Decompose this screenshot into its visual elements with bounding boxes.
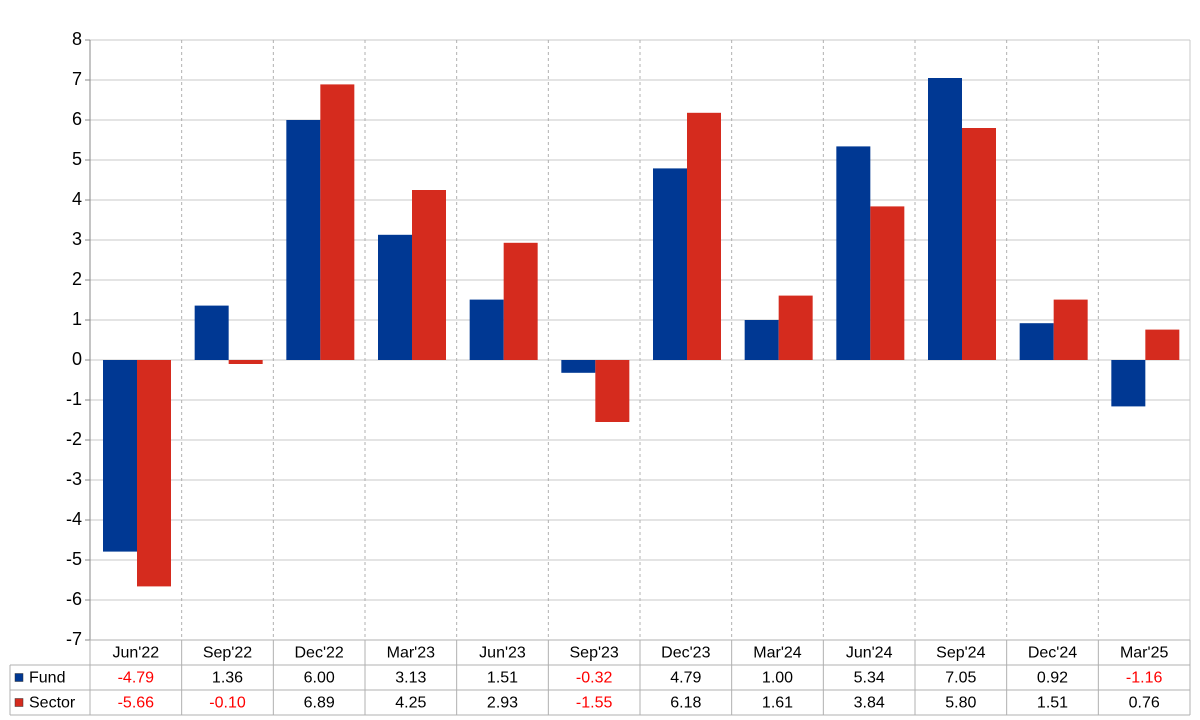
bar [687,112,721,360]
value-label: -4.79 [118,670,155,687]
bar [503,242,538,360]
value-label: 0.92 [1037,670,1068,687]
x-tick-label: Jun'23 [479,645,526,662]
value-label: 1.61 [762,695,793,712]
value-label: 7.05 [945,670,976,687]
value-label: 6.00 [304,670,335,687]
y-tick-label: -7 [66,629,82,649]
legend-label: Sector [29,695,76,712]
bar [378,234,412,360]
bar [1145,329,1180,360]
value-label: 1.00 [762,670,793,687]
value-label: 3.13 [395,670,426,687]
bar [469,299,504,360]
bar [286,120,321,360]
value-label: -1.55 [576,695,613,712]
bar [836,146,871,360]
bar [137,360,171,587]
y-tick-label: -1 [66,389,82,409]
value-label: 4.25 [395,695,426,712]
bar [103,360,137,552]
x-tick-label: Sep'24 [936,645,985,662]
y-tick-label: 4 [72,189,82,209]
bar [320,84,355,361]
bar [928,78,962,360]
x-tick-label: Mar'25 [1120,645,1169,662]
x-tick-label: Dec'22 [295,645,344,662]
bar [653,168,687,360]
legend-swatch [14,673,24,682]
x-tick-label: Sep'23 [570,645,619,662]
x-tick-label: Sep'22 [203,645,252,662]
y-tick-label: -5 [66,549,82,569]
value-label: 6.89 [304,695,335,712]
value-label: 5.34 [854,670,885,687]
bar [870,206,905,360]
value-label: 0.76 [1129,695,1160,712]
x-tick-label: Dec'24 [1028,645,1077,662]
legend-label: Fund [29,670,65,687]
x-tick-label: Jun'24 [846,645,893,662]
bar [1019,323,1054,360]
value-label: 2.93 [487,695,518,712]
value-label: -5.66 [118,695,155,712]
value-label: 1.36 [212,670,243,687]
value-label: 5.80 [945,695,976,712]
y-tick-label: 3 [72,229,82,249]
x-tick-label: Jun'22 [113,645,160,662]
value-label: 6.18 [670,695,701,712]
y-tick-label: 2 [72,269,82,289]
y-tick-label: -3 [66,469,82,489]
y-tick-label: 7 [72,69,82,89]
bar [412,190,446,360]
bar [744,320,779,360]
value-label: 3.84 [854,695,885,712]
value-label: -0.32 [576,670,613,687]
bar [1111,360,1146,407]
y-tick-label: -4 [66,509,82,529]
bar [778,295,813,360]
bar [962,128,996,360]
y-tick-label: 5 [72,149,82,169]
value-label: -1.16 [1126,670,1163,687]
x-tick-label: Mar'23 [387,645,436,662]
x-tick-label: Dec'23 [661,645,710,662]
bar [595,360,630,422]
value-label: -0.10 [209,695,246,712]
y-tick-label: 6 [72,109,82,129]
bar [1053,299,1088,360]
x-tick-label: Mar'24 [753,645,802,662]
value-label: 4.79 [670,670,701,687]
y-tick-label: 0 [72,349,82,369]
value-label: 1.51 [1037,695,1068,712]
y-tick-label: -6 [66,589,82,609]
bar [561,360,596,373]
y-tick-label: 1 [72,309,82,329]
y-tick-label: -2 [66,429,82,449]
bar [228,360,263,364]
value-label: 1.51 [487,670,518,687]
y-tick-label: 8 [72,29,82,49]
bar [194,305,229,360]
legend-swatch [14,698,24,707]
